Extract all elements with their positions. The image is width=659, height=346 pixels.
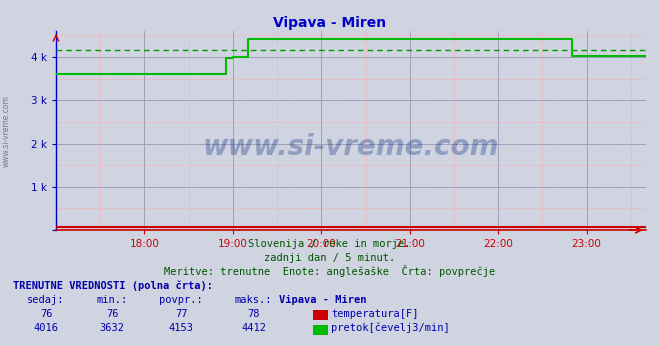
Text: 4153: 4153 xyxy=(169,324,194,334)
Text: Vipava - Miren: Vipava - Miren xyxy=(279,295,366,305)
Text: 76: 76 xyxy=(40,309,52,319)
Text: maks.:: maks.: xyxy=(235,295,272,305)
Text: sedaj:: sedaj: xyxy=(28,295,65,305)
Text: pretok[čevelj3/min]: pretok[čevelj3/min] xyxy=(331,323,450,334)
Text: temperatura[F]: temperatura[F] xyxy=(331,309,419,319)
Text: min.:: min.: xyxy=(96,295,128,305)
Text: povpr.:: povpr.: xyxy=(159,295,203,305)
Text: 3632: 3632 xyxy=(100,324,125,334)
Text: 76: 76 xyxy=(106,309,118,319)
Text: Vipava - Miren: Vipava - Miren xyxy=(273,16,386,29)
Text: 78: 78 xyxy=(248,309,260,319)
Text: www.si-vreme.com: www.si-vreme.com xyxy=(1,95,11,167)
Text: 4016: 4016 xyxy=(34,324,59,334)
Text: www.si-vreme.com: www.si-vreme.com xyxy=(203,133,499,161)
Text: 77: 77 xyxy=(175,309,187,319)
Text: Slovenija / reke in morje.: Slovenija / reke in morje. xyxy=(248,239,411,249)
Text: TRENUTNE VREDNOSTI (polna črta):: TRENUTNE VREDNOSTI (polna črta): xyxy=(13,280,213,291)
Text: Meritve: trenutne  Enote: anglešaške  Črta: povprečje: Meritve: trenutne Enote: anglešaške Črta… xyxy=(164,265,495,277)
Text: zadnji dan / 5 minut.: zadnji dan / 5 minut. xyxy=(264,253,395,263)
Text: 4412: 4412 xyxy=(241,324,266,334)
